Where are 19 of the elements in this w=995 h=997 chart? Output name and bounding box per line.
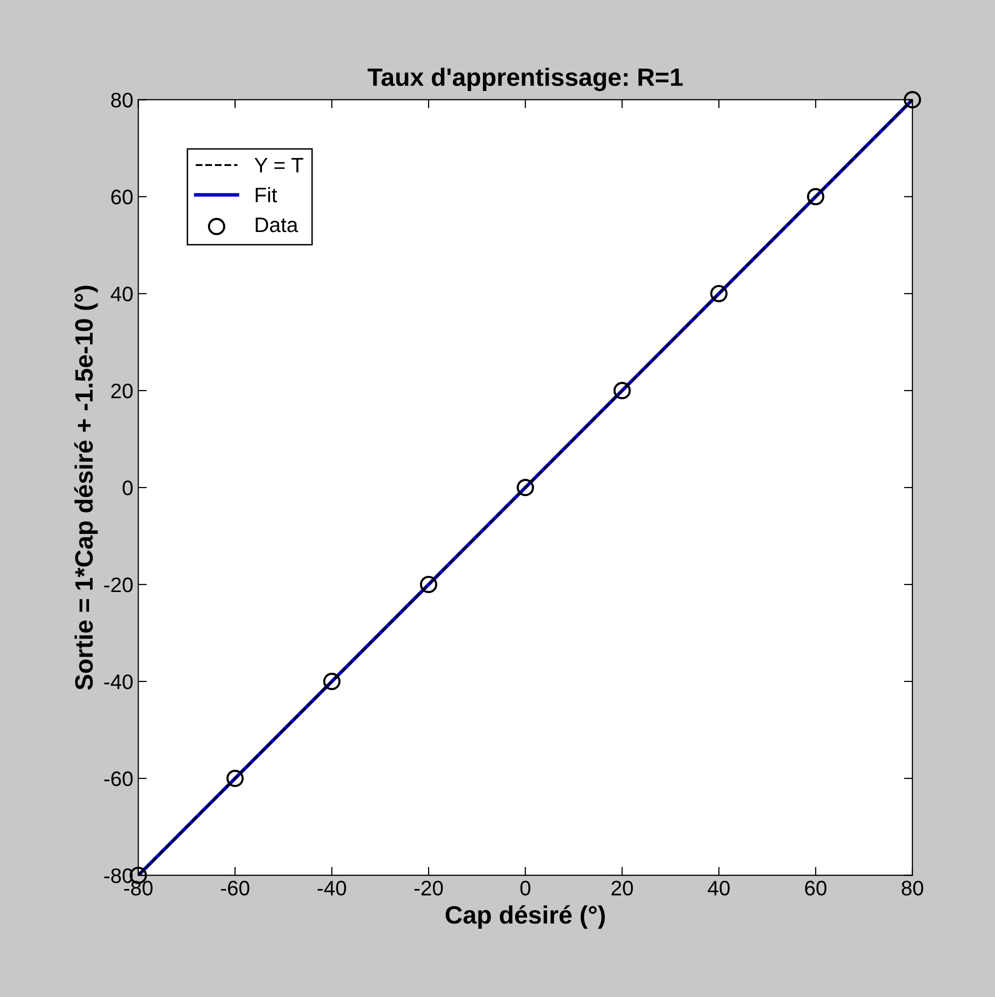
x-tick-label: 20 [612, 880, 633, 896]
y-tick-label: 60 [111, 190, 133, 204]
x-tick-label: -20 [414, 880, 443, 896]
y-tick-label: 40 [110, 286, 133, 302]
y-tick-label: 0 [122, 480, 133, 496]
y-tick-label: -40 [104, 674, 133, 690]
x-tick-label: 60 [805, 880, 826, 896]
x-tick-label: 80 [902, 880, 924, 896]
chart-title: Taux d'apprentissage: R=1 [368, 68, 683, 92]
x-tick-label: 0 [520, 880, 530, 896]
x-tick-label: 40 [708, 880, 730, 896]
y-tick-label: 80 [111, 92, 133, 108]
x-axis-title: Cap désiré (°) [446, 905, 605, 929]
y-tick-label: 20 [111, 384, 133, 398]
y-tick-label: -20 [104, 577, 133, 592]
y-axis-title: Sortie = 1*Cap désiré + -1.5e-10 (°) [74, 286, 98, 690]
x-tick-label: -60 [220, 880, 250, 896]
y-tick-label: -60 [104, 771, 133, 786]
x-tick-label: -40 [318, 880, 346, 896]
